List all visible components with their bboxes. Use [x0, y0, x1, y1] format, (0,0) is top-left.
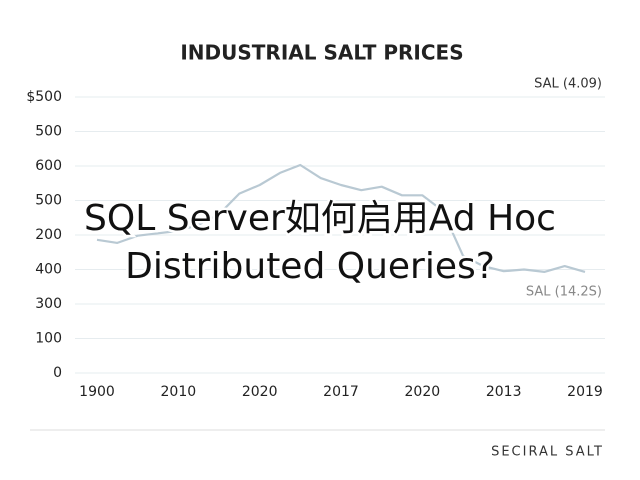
y-tick-label: 200: [35, 227, 62, 243]
y-tick-label: 300: [35, 296, 62, 312]
x-tick-label: 2020: [242, 384, 278, 400]
annotation: SAL (14.2S): [526, 285, 602, 300]
x-tick-label: 2020: [405, 384, 441, 400]
x-tick-label: 2010: [161, 384, 197, 400]
y-tick-label: 500: [35, 124, 62, 140]
overlay: SQL Server如何启用Ad Hoc Distributed Queries…: [82, 196, 559, 290]
y-tick-label: 400: [35, 262, 62, 278]
data-line: [96, 163, 586, 273]
plot-area: 0 100 300 400 200 500 600 500 $500 1900 2010 2020 20…: [26, 89, 605, 400]
x-tick-label: 2017: [323, 384, 359, 400]
y-tick-label: 0: [53, 365, 62, 381]
overlay-text: SQL Server如何启用Ad Hoc: [84, 198, 556, 239]
overlay-text: Distributed Queries?: [125, 246, 495, 287]
x-tick-label: 2019: [567, 384, 603, 400]
y-tick-label: 100: [35, 331, 62, 347]
y-tick-label: 600: [35, 158, 62, 174]
x-tick-label: 2013: [486, 384, 522, 400]
annotation: SAL (4.09): [534, 77, 602, 92]
y-tick-label: 500: [35, 193, 62, 209]
footer: SECIRAL SALT: [491, 445, 604, 460]
x-tick-label: 1900: [79, 384, 115, 400]
y-tick-label: $500: [26, 89, 62, 105]
chart-title: INDUSTRIAL SALT PRICES: [180, 41, 463, 65]
